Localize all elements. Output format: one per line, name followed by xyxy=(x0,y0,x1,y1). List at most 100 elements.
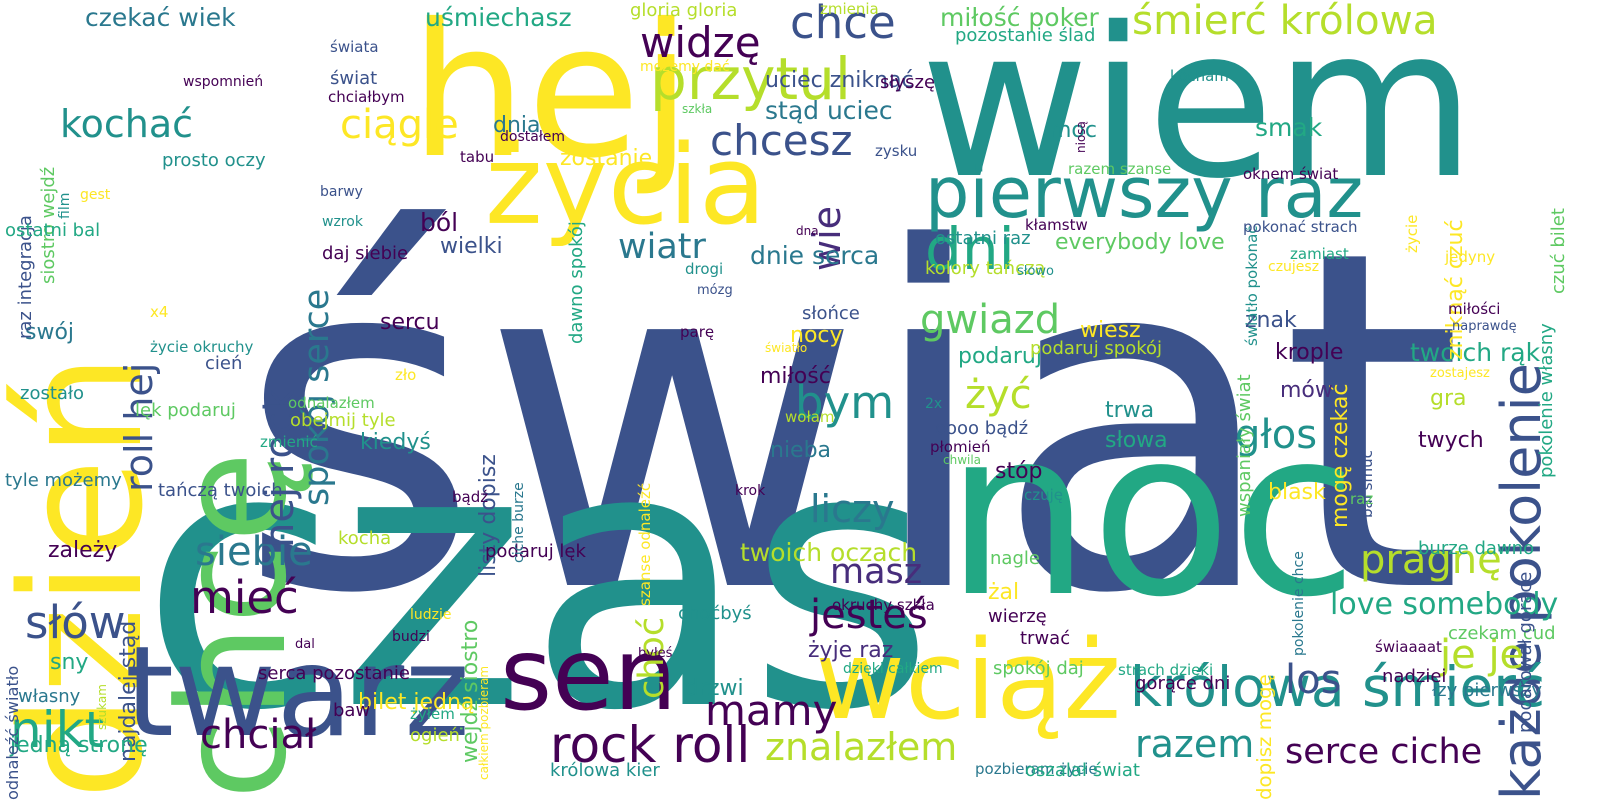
cloud-word: ból xyxy=(420,208,459,237)
cloud-word: wierzę xyxy=(988,606,1047,627)
cloud-word: jesteś xyxy=(810,592,928,638)
cloud-word: los xyxy=(1285,657,1342,703)
cloud-word: hej xyxy=(410,0,692,199)
cloud-word: gra xyxy=(1430,386,1467,411)
cloud-word: podaruj spokój xyxy=(1030,338,1163,359)
cloud-word: życia xyxy=(485,121,767,249)
cloud-word: niosą xyxy=(1074,121,1088,153)
cloud-word: wspomnień xyxy=(183,74,264,90)
cloud-word: podarował gorące xyxy=(1515,572,1536,734)
cloud-word: nieba xyxy=(770,438,832,463)
cloud-word: czujesz xyxy=(1268,259,1320,275)
cloud-word: szanse odnaleźć xyxy=(636,482,654,606)
cloud-word: everybody love xyxy=(1055,230,1225,255)
cloud-word: żyć xyxy=(965,372,1032,418)
cloud-word: baw xyxy=(333,700,371,721)
cloud-word: tabu xyxy=(460,148,495,166)
cloud-word: głos xyxy=(1235,412,1318,458)
cloud-word: swój xyxy=(25,320,75,345)
cloud-word: dni xyxy=(925,215,1015,283)
cloud-word: czas xyxy=(140,370,936,789)
cloud-word: sny xyxy=(50,650,89,675)
cloud-word: tańczą twoich xyxy=(158,480,283,501)
cloud-word: pragnę xyxy=(1360,537,1502,583)
cloud-word: okruchy szkła xyxy=(832,596,935,614)
cloud-word: blask xyxy=(1268,480,1326,505)
cloud-word: słońce xyxy=(802,303,860,324)
cloud-word: królowa śmierć xyxy=(1130,655,1545,719)
cloud-word: mogę czekać xyxy=(1328,383,1353,529)
cloud-word: chcesz xyxy=(710,116,853,165)
cloud-word: stąd uciec xyxy=(765,96,893,125)
cloud-word: roll hej xyxy=(117,362,161,493)
cloud-word: zostajesz xyxy=(1430,366,1490,381)
cloud-word: razem szanse xyxy=(1068,160,1172,178)
cloud-word: spokój daj xyxy=(993,658,1084,679)
cloud-word: wciąż xyxy=(815,616,1122,744)
cloud-word: bym xyxy=(795,376,895,429)
cloud-word: obejmij tyle xyxy=(290,410,396,431)
cloud-word: śmierć królowa xyxy=(1132,0,1438,44)
cloud-word: królowa kier xyxy=(550,760,660,781)
cloud-word: dopisz mogę xyxy=(1253,674,1276,800)
cloud-word: kocham xyxy=(1170,67,1229,85)
cloud-word: ciągle xyxy=(340,102,459,148)
cloud-word: rock roll xyxy=(550,716,751,774)
cloud-word: drogi xyxy=(685,260,724,278)
cloud-word: życie xyxy=(1403,214,1421,254)
cloud-word: trwa xyxy=(1105,398,1155,423)
cloud-word: łzy pierwszy xyxy=(1432,680,1543,701)
cloud-word: bilet jedną xyxy=(358,690,475,715)
cloud-word: smak xyxy=(1255,113,1323,142)
cloud-word: 2x xyxy=(925,396,943,412)
cloud-word: dzięki całkiem xyxy=(843,661,943,677)
cloud-word: nocy xyxy=(790,323,843,348)
cloud-word: czuć bilet xyxy=(1548,208,1569,294)
cloud-word: całkiem pozbieram xyxy=(477,666,491,781)
cloud-word: pozostanie ślad xyxy=(955,25,1096,46)
cloud-word: kocha xyxy=(338,528,392,549)
cloud-word: uśmiechasz xyxy=(425,3,572,32)
cloud-word: raz xyxy=(1350,490,1374,508)
cloud-word: świaaaat xyxy=(1375,638,1442,656)
cloud-word: szukam xyxy=(95,683,109,730)
cloud-word: świat xyxy=(236,152,1464,696)
cloud-word: żyłem xyxy=(410,705,455,723)
cloud-word: pokolenie własny xyxy=(1536,323,1557,479)
cloud-word: światło xyxy=(765,341,808,355)
cloud-word: siebie xyxy=(195,529,313,575)
cloud-word: kochać xyxy=(60,102,194,146)
cloud-word: kłamstw xyxy=(1025,216,1088,234)
cloud-word: pozbieram życie xyxy=(975,760,1098,778)
cloud-word: miłości xyxy=(1448,300,1501,318)
cloud-word: dnie serca xyxy=(750,241,880,270)
cloud-word: świat xyxy=(330,68,378,89)
cloud-word: barwy xyxy=(320,184,363,200)
cloud-word: kiedyś xyxy=(360,430,431,455)
cloud-word: dostałem xyxy=(500,129,566,145)
cloud-word: lęk podaruj xyxy=(135,400,236,421)
cloud-word: moc xyxy=(1050,118,1097,143)
cloud-word: zostanie xyxy=(560,146,653,171)
cloud-word: żyje raz xyxy=(808,638,894,663)
cloud-word: podaruj xyxy=(958,344,1042,369)
cloud-word: wspaniały świat xyxy=(1234,373,1255,517)
cloud-word: prosto oczy xyxy=(162,150,266,171)
cloud-word: chciał xyxy=(200,712,317,758)
cloud-word: nagle xyxy=(990,548,1040,569)
cloud-word: strach dzięki xyxy=(1118,661,1214,679)
cloud-word: zmienić xyxy=(260,433,318,451)
cloud-word: naprawdę xyxy=(1452,319,1517,334)
cloud-word: wiesz xyxy=(1080,318,1141,343)
cloud-word: czekam cud xyxy=(1448,623,1556,644)
cloud-word: miłość xyxy=(760,364,831,389)
cloud-word: stóp xyxy=(995,459,1043,484)
cloud-word: mów xyxy=(1280,378,1333,403)
cloud-word: czekać wiek xyxy=(85,3,236,32)
cloud-word: dna xyxy=(796,224,819,238)
cloud-word: cień xyxy=(205,353,243,374)
cloud-word: znalazłem xyxy=(765,725,958,769)
cloud-word: mamy xyxy=(705,686,838,735)
cloud-word: wiatr xyxy=(618,227,706,267)
